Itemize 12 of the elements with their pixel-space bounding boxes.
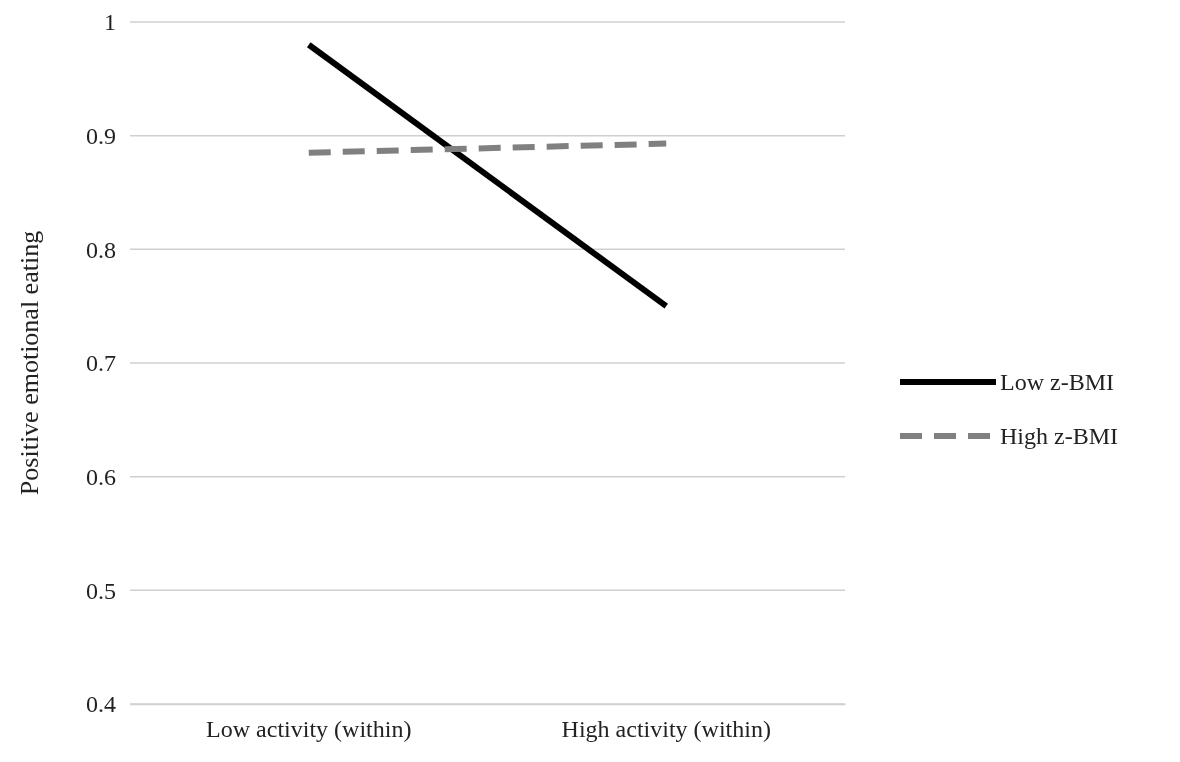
y-tick-label: 0.4 [86,691,116,718]
y-tick-label: 0.5 [86,577,116,604]
x-tick-label: Low activity (within) [206,716,412,743]
y-tick-label: 1 [104,9,116,36]
y-axis-title: Positive emotional eating [15,230,44,496]
y-tick-label: 0.7 [86,350,116,377]
legend-label: High z-BMI [1000,423,1118,450]
x-tick-label: High activity (within) [561,716,771,743]
y-tick-label: 0.6 [86,463,116,490]
y-tick-label: 0.9 [86,122,116,149]
y-tick-label: 0.8 [86,236,116,263]
legend-label: Low z-BMI [1000,369,1114,396]
